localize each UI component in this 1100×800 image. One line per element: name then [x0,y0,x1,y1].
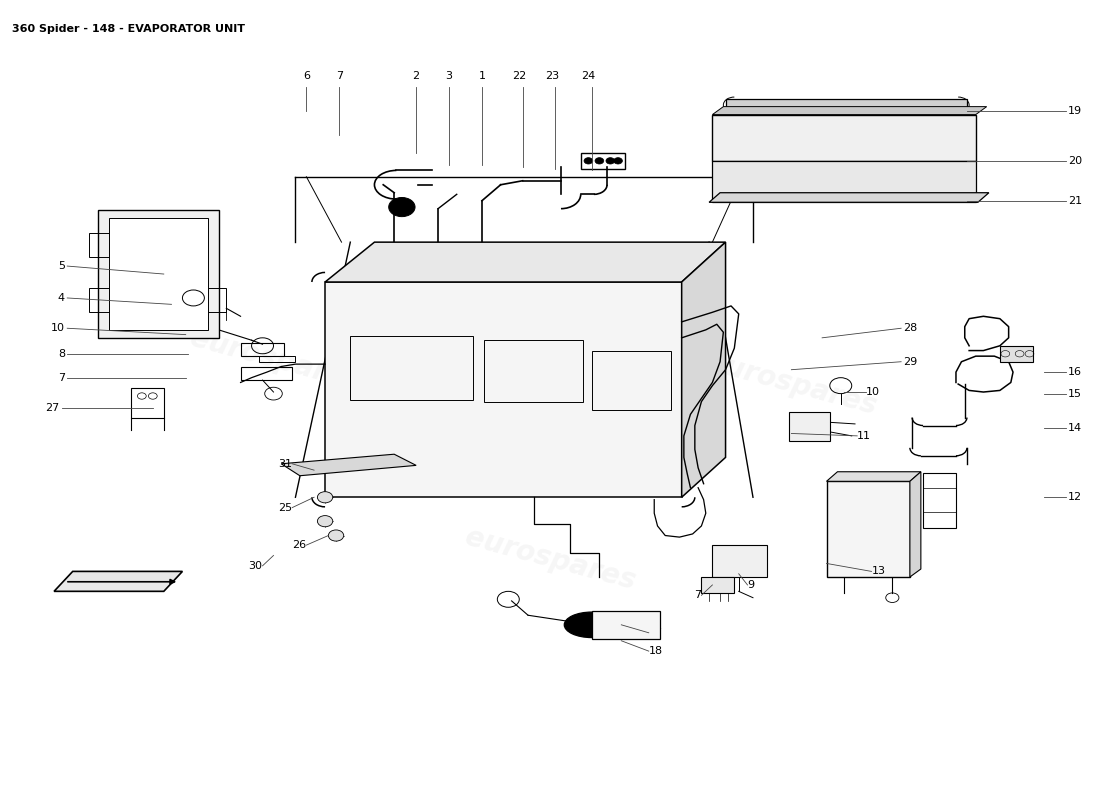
Text: 20: 20 [1068,156,1082,166]
Polygon shape [326,282,682,498]
Text: 12: 12 [1068,492,1082,502]
Text: 27: 27 [45,403,59,413]
Text: 10: 10 [51,323,65,334]
Polygon shape [910,472,921,577]
Polygon shape [592,611,660,639]
Text: 21: 21 [1068,196,1082,206]
Text: 8: 8 [58,349,65,358]
Text: 7: 7 [58,373,65,382]
Polygon shape [726,98,967,111]
Polygon shape [789,412,829,442]
Text: 22: 22 [513,71,527,81]
Circle shape [388,198,415,217]
Text: 23: 23 [546,71,559,81]
Text: 29: 29 [903,357,917,366]
Text: 30: 30 [249,561,263,571]
Text: 13: 13 [871,566,886,577]
Circle shape [584,158,593,164]
Text: 24: 24 [581,71,595,81]
Text: 7: 7 [336,71,343,81]
Circle shape [318,515,332,526]
Ellipse shape [564,612,619,638]
Polygon shape [826,482,910,577]
Text: 360 Spider - 148 - EVAPORATOR UNIT: 360 Spider - 148 - EVAPORATOR UNIT [12,24,245,34]
Text: 28: 28 [903,323,917,334]
Polygon shape [713,161,976,202]
Text: 9: 9 [748,580,755,590]
Polygon shape [682,242,726,498]
Text: 5: 5 [58,261,65,271]
Text: 7: 7 [694,590,702,600]
Text: 14: 14 [1068,423,1082,433]
Text: 26: 26 [293,540,307,550]
Polygon shape [1000,346,1033,362]
Text: 1: 1 [478,71,485,81]
Text: 18: 18 [649,646,663,656]
Text: 6: 6 [302,71,310,81]
Text: 10: 10 [866,387,880,397]
Text: 25: 25 [278,502,293,513]
Text: 4: 4 [58,293,65,303]
Text: 11: 11 [857,431,871,441]
Polygon shape [826,472,921,482]
Text: 15: 15 [1068,389,1082,398]
Polygon shape [713,114,976,161]
Text: eurospares: eurospares [187,324,364,396]
Text: eurospares: eurospares [703,348,880,420]
Polygon shape [98,210,219,338]
Circle shape [329,530,343,541]
Text: 19: 19 [1068,106,1082,117]
Text: 3: 3 [446,71,452,81]
Polygon shape [710,193,989,202]
Circle shape [614,158,623,164]
Text: 17: 17 [649,628,663,638]
Polygon shape [54,571,183,591]
Text: 16: 16 [1068,367,1082,377]
Text: eurospares: eurospares [462,523,638,596]
Polygon shape [109,218,208,330]
Polygon shape [713,545,767,577]
Circle shape [318,492,332,503]
Circle shape [595,158,604,164]
Circle shape [606,158,615,164]
Text: 2: 2 [412,71,420,81]
Polygon shape [702,577,735,593]
Polygon shape [326,242,726,282]
Text: 31: 31 [278,458,293,469]
Polygon shape [713,106,987,114]
Polygon shape [282,454,416,476]
